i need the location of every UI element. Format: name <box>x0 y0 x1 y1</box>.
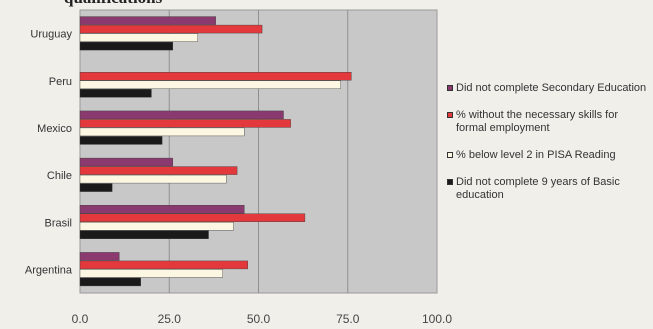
x-tick-label: 100.0 <box>422 312 452 326</box>
y-category-label: Uruguay <box>30 29 72 41</box>
x-tick-label: 75.0 <box>336 312 360 326</box>
bar <box>79 119 291 128</box>
bar <box>79 213 306 222</box>
legend-swatch <box>447 179 453 185</box>
bar <box>79 16 216 25</box>
legend-label: % below level 2 in PISA Reading <box>456 149 616 161</box>
legend-label: % without the necessary skills for forma… <box>456 109 619 134</box>
bar <box>79 80 341 89</box>
bar <box>79 166 238 175</box>
bar <box>79 24 263 34</box>
y-category-label: Argentina <box>25 264 73 276</box>
legend-item: Did not complete Secondary Education <box>447 82 647 95</box>
legend-item: % without the necessary skills for forma… <box>447 109 647 135</box>
y-category-label: Brasil <box>44 217 72 229</box>
bar <box>79 72 352 81</box>
bar <box>79 260 248 270</box>
bar <box>79 136 163 145</box>
legend-item: % below level 2 in PISA Reading <box>447 149 647 162</box>
legend-swatch <box>447 152 453 158</box>
y-category-label: Peru <box>49 76 72 88</box>
y-category-label: Mexico <box>37 123 72 135</box>
bar <box>79 110 284 120</box>
bar <box>79 41 174 51</box>
bar <box>79 89 152 98</box>
bar <box>79 33 199 42</box>
legend-label: Did not complete Secondary Education <box>456 82 647 94</box>
legend-item: Did not complete 9 years of Basic educat… <box>447 176 647 202</box>
bar <box>79 230 209 239</box>
chart-title: qualifications <box>64 0 162 8</box>
x-tick-label: 50.0 <box>247 312 271 326</box>
legend-label: Did not complete 9 years of Basic educat… <box>456 176 620 201</box>
bar <box>79 269 224 278</box>
y-category-label: Chile <box>47 170 72 182</box>
legend: Did not complete Secondary Education % wi… <box>447 82 647 216</box>
x-tick-label: 0.0 <box>72 312 89 326</box>
bar <box>79 127 245 137</box>
bar <box>79 252 120 261</box>
bar <box>79 183 113 192</box>
bar <box>79 174 227 184</box>
legend-swatch <box>447 85 453 91</box>
bar <box>79 157 174 167</box>
x-tick-label: 25.0 <box>158 312 182 326</box>
bar <box>79 205 245 214</box>
bar <box>79 277 141 287</box>
legend-swatch <box>447 112 453 118</box>
bar <box>79 222 234 231</box>
